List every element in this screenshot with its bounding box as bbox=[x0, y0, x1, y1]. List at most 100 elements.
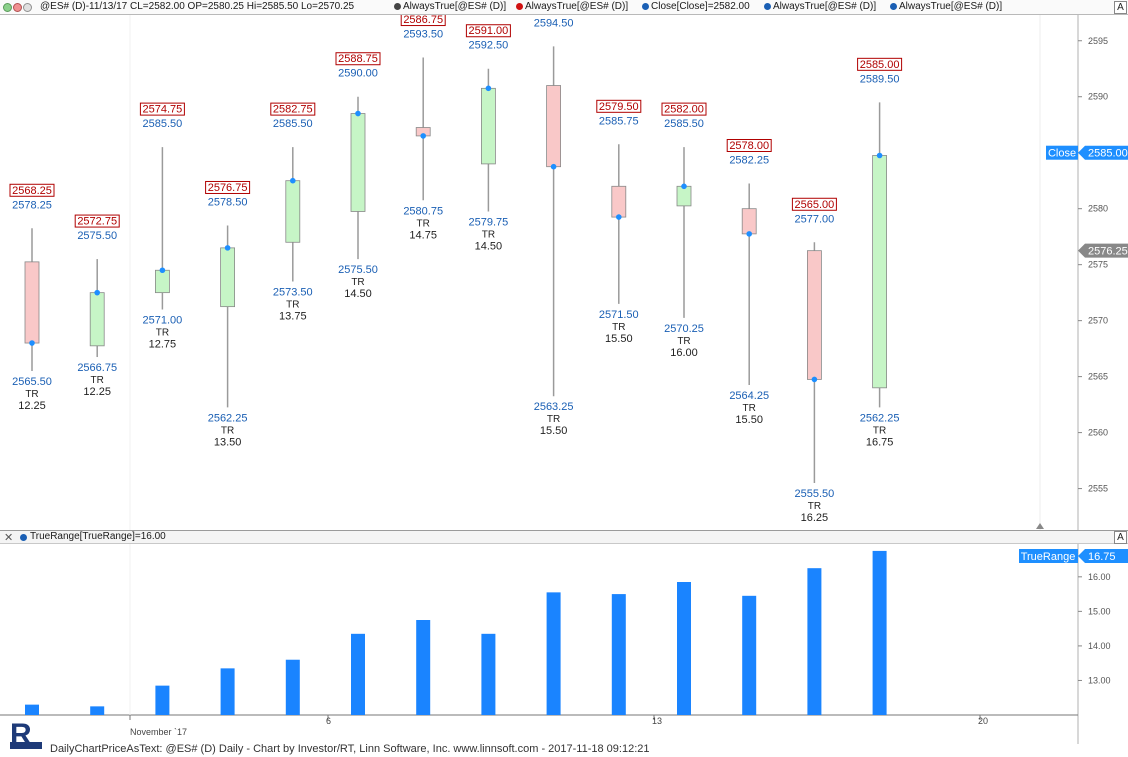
high-box bbox=[726, 138, 772, 152]
truerange-tag-label-bg bbox=[1019, 549, 1078, 563]
high-box bbox=[9, 183, 55, 197]
tr-value: 13.75 bbox=[279, 310, 307, 322]
footer-caption: DailyChartPriceAsText: @ES# (D) Daily - … bbox=[50, 743, 650, 755]
sub-auto-scale-button[interactable]: A bbox=[1114, 531, 1127, 544]
truerange-bar bbox=[611, 594, 626, 715]
high-box-label: 2579.50 bbox=[599, 101, 639, 113]
indicator-text: AlwaysTrue[@ES# (D)] bbox=[773, 1, 877, 12]
low-value-label: 2555.50 bbox=[795, 488, 835, 500]
truerange-bar bbox=[481, 633, 496, 715]
tr-caption: TR bbox=[91, 375, 104, 386]
sub-y-tick-label: 15.00 bbox=[1088, 606, 1111, 616]
window-dot-red-icon[interactable] bbox=[13, 3, 22, 12]
candle-body-up bbox=[89, 292, 105, 347]
candle-body-up bbox=[872, 155, 887, 389]
indicator-dot-icon bbox=[394, 3, 401, 10]
high-box bbox=[335, 52, 381, 66]
price-chart: 2555256025652570257525802585259025952568… bbox=[9, 15, 1128, 530]
truerange-bar bbox=[285, 659, 300, 715]
low-value-label: 2580.75 bbox=[403, 205, 443, 217]
investor-rt-logo-icon[interactable]: R bbox=[8, 718, 44, 752]
truerange-tag-label: TrueRange bbox=[1021, 551, 1076, 563]
tr-value: 13.50 bbox=[214, 436, 242, 448]
indicator-label[interactable]: AlwaysTrue[@ES# (D)] bbox=[394, 1, 506, 12]
candle-body-up bbox=[676, 185, 692, 207]
truerange-bar bbox=[742, 595, 757, 715]
sub-y-tick-label: 14.00 bbox=[1088, 641, 1111, 651]
close-tag-label: Close bbox=[1048, 148, 1076, 160]
x-label-6: 6 bbox=[326, 716, 332, 726]
candle-body-down bbox=[611, 185, 627, 218]
sub-y-tick-label: 13.00 bbox=[1088, 675, 1111, 685]
indicator-label[interactable]: AlwaysTrue[@ES# (D)] bbox=[516, 1, 628, 12]
indicator-text: AlwaysTrue[@ES# (D)] bbox=[403, 1, 507, 12]
window-dot-green-icon[interactable] bbox=[3, 3, 12, 12]
high-box bbox=[205, 180, 251, 194]
indicator-label[interactable]: AlwaysTrue[@ES# (D)] bbox=[890, 1, 1002, 12]
high-value-label: 2578.25 bbox=[12, 199, 52, 211]
low-value-label: 2579.75 bbox=[469, 216, 509, 228]
close-dot bbox=[29, 340, 35, 346]
close-dot bbox=[94, 289, 100, 296]
tr-value: 15.50 bbox=[735, 414, 763, 426]
tr-caption: TR bbox=[677, 336, 690, 347]
window-dot-gray-icon[interactable] bbox=[23, 3, 32, 12]
tr-value: 16.75 bbox=[866, 436, 894, 448]
high-box bbox=[270, 102, 316, 116]
tr-caption: TR bbox=[286, 299, 299, 310]
high-box-label: 2582.75 bbox=[273, 104, 313, 116]
truerange-title: TrueRange[TrueRange]=16.00 bbox=[30, 531, 166, 542]
high-box bbox=[791, 197, 837, 211]
y-tick-label: 2580 bbox=[1088, 204, 1108, 214]
scroll-marker-icon bbox=[1036, 523, 1044, 529]
truerange-bar bbox=[546, 592, 561, 715]
high-box bbox=[661, 102, 707, 116]
tr-caption: TR bbox=[808, 501, 821, 512]
truerange-bar bbox=[25, 704, 39, 715]
high-box-label: 2588.75 bbox=[338, 53, 378, 65]
indicator-label[interactable]: AlwaysTrue[@ES# (D)] bbox=[764, 1, 876, 12]
close-dot bbox=[485, 85, 492, 92]
tr-value: 15.50 bbox=[540, 425, 568, 437]
x-label-20: 20 bbox=[978, 716, 989, 726]
low-value-label: 2566.75 bbox=[77, 362, 117, 374]
close-dot bbox=[746, 231, 752, 237]
y-tick-label: 2565 bbox=[1088, 372, 1108, 382]
high-box bbox=[596, 99, 642, 113]
high-box-label: 2572.75 bbox=[77, 216, 117, 228]
high-value-label: 2585.75 bbox=[599, 115, 639, 127]
main-auto-scale-button[interactable]: A bbox=[1114, 1, 1127, 14]
tr-caption: TR bbox=[221, 425, 234, 436]
high-box-label: 2585.00 bbox=[860, 59, 900, 71]
high-box-label: 2576.75 bbox=[208, 182, 248, 194]
candle-body-up bbox=[220, 247, 236, 308]
tr-value: 16.25 bbox=[801, 512, 829, 524]
tr-caption: TR bbox=[547, 414, 560, 425]
high-value-label: 2592.50 bbox=[469, 40, 509, 52]
x-label-13: 13 bbox=[652, 716, 663, 726]
high-box bbox=[74, 214, 120, 228]
y-tick-label: 2595 bbox=[1088, 36, 1108, 46]
high-box bbox=[465, 24, 511, 38]
close-dot bbox=[420, 133, 427, 139]
tr-caption: TR bbox=[351, 277, 364, 288]
candle-body-down bbox=[807, 250, 822, 380]
high-value-label: 2589.50 bbox=[860, 73, 900, 85]
low-value-label: 2564.25 bbox=[729, 390, 769, 402]
low-value-label: 2571.50 bbox=[599, 309, 639, 321]
indicator-dot-icon bbox=[642, 3, 649, 10]
truerange-bar bbox=[351, 633, 365, 715]
truerange-tag-value: 16.75 bbox=[1088, 551, 1116, 563]
sub-y-tick-label: 16.00 bbox=[1088, 572, 1111, 582]
close-dot bbox=[616, 214, 622, 220]
candle-body-up bbox=[480, 87, 496, 165]
truerange-chart: 13.00 14.00 15.00 16.00 TrueRange 16.75 bbox=[0, 544, 1128, 744]
close-panel-icon[interactable]: ✕ bbox=[4, 532, 14, 544]
indicator-label[interactable]: Close[Close]=2582.00 bbox=[642, 1, 750, 12]
truerange-tag-value-bg bbox=[1078, 549, 1128, 563]
high-box-label: 2578.00 bbox=[729, 140, 769, 152]
high-box-label: 2568.25 bbox=[12, 185, 52, 197]
truerange-bar bbox=[220, 668, 235, 715]
low-value-label: 2575.50 bbox=[338, 264, 378, 276]
tr-value: 14.50 bbox=[344, 288, 372, 300]
